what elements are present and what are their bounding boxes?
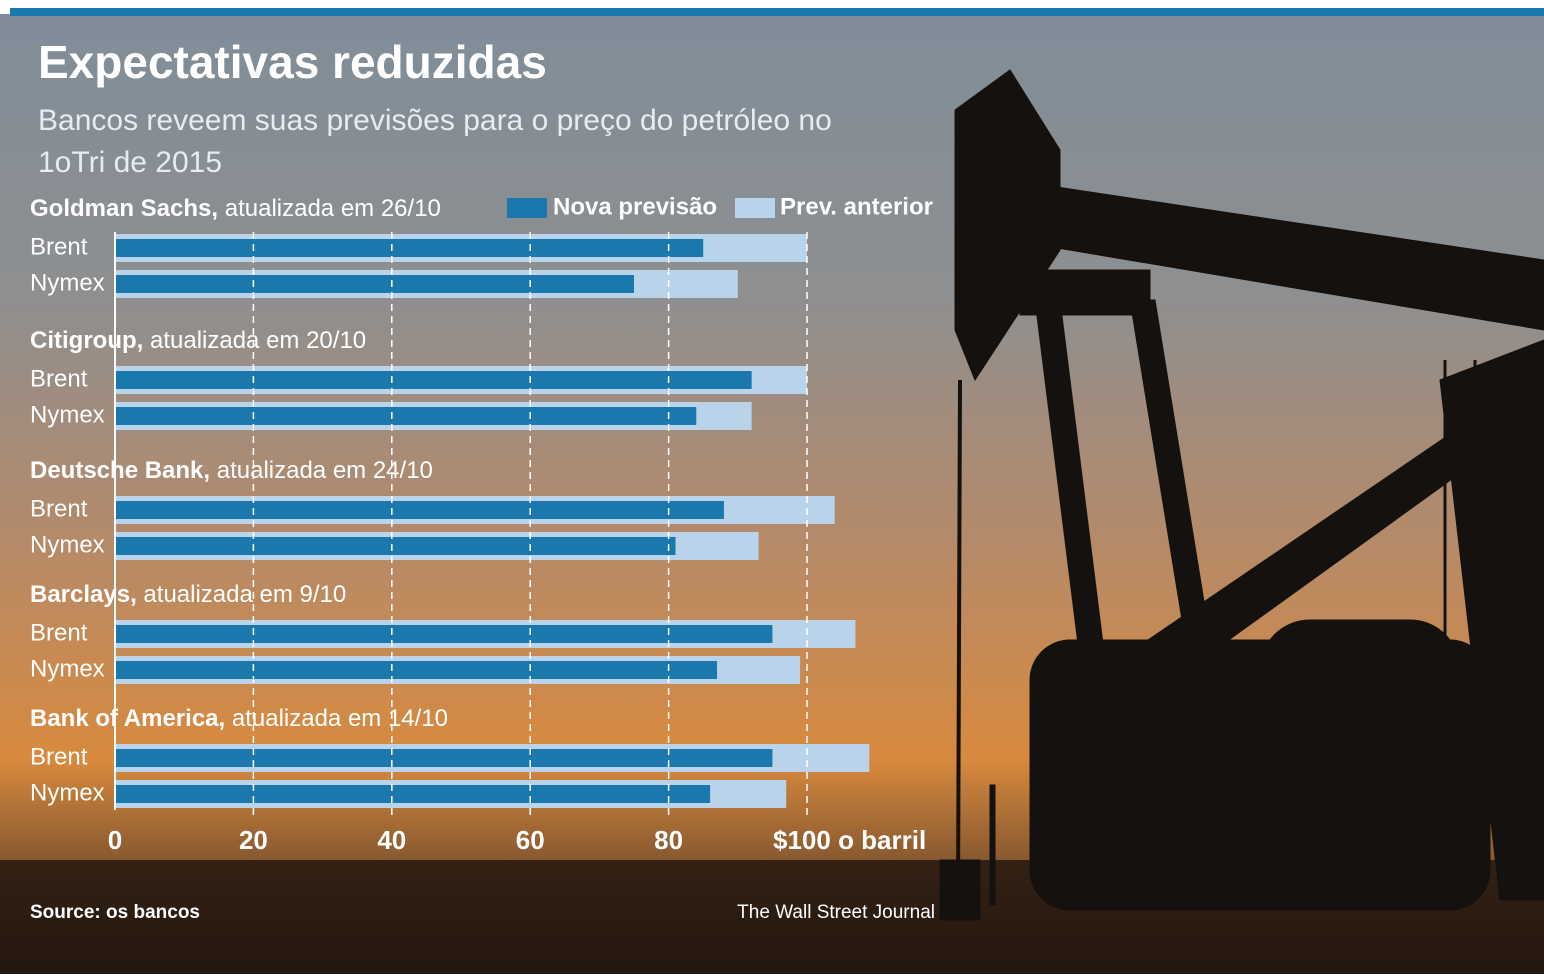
- x-tick-label: 80: [654, 825, 683, 855]
- group-note: atualizada em 20/10: [150, 327, 366, 354]
- category-label: Nymex: [30, 269, 105, 296]
- x-tick-label: 0: [108, 825, 122, 855]
- category-label: Nymex: [30, 779, 105, 806]
- top-rule: [10, 8, 1544, 16]
- chart-subtitle: Bancos reveem suas previsões para o preç…: [38, 100, 878, 184]
- category-label: Brent: [30, 743, 88, 770]
- x-tick-label: 60: [516, 825, 545, 855]
- credit: The Wall Street Journal: [737, 902, 935, 923]
- category-label: Brent: [30, 495, 88, 522]
- legend-swatch: [735, 198, 775, 218]
- category-label: Brent: [30, 365, 88, 392]
- group-name: Deutsche Bank,: [30, 457, 210, 484]
- bar: [115, 371, 752, 389]
- x-tick-label: $100 o barril: [773, 825, 926, 855]
- chart-title: Expectativas reduzidas: [38, 36, 547, 88]
- group-note: atualizada em 24/10: [217, 457, 433, 484]
- category-label: Brent: [30, 619, 88, 646]
- legend-label: Prev. anterior: [780, 193, 933, 220]
- category-label: Nymex: [30, 401, 105, 428]
- group-label: Bank of America, atualizada em 14/10: [30, 705, 448, 732]
- legend-label: Nova previsão: [553, 193, 717, 220]
- group-label: Citigroup, atualizada em 20/10: [30, 327, 366, 354]
- x-tick-label: 40: [377, 825, 406, 855]
- infographic: Expectativas reduzidas Bancos reveem sua…: [0, 0, 1544, 974]
- group-label: Barclays, atualizada em 9/10: [30, 581, 346, 608]
- group-note: atualizada em 9/10: [143, 581, 346, 608]
- bar: [115, 537, 676, 555]
- legend-swatch: [507, 198, 547, 218]
- group-name: Bank of America,: [30, 705, 225, 732]
- bar: [115, 239, 703, 257]
- group-label: Goldman Sachs, atualizada em 26/10: [30, 195, 441, 222]
- group-name: Citigroup,: [30, 327, 143, 354]
- bar: [115, 407, 696, 425]
- category-label: Nymex: [30, 531, 105, 558]
- subtitle-box: Bancos reveem suas previsões para o preç…: [38, 100, 878, 190]
- group-label: Deutsche Bank, atualizada em 24/10: [30, 457, 433, 484]
- bar: [115, 501, 724, 519]
- bar: [115, 749, 772, 767]
- category-label: Nymex: [30, 655, 105, 682]
- group-note: atualizada em 14/10: [232, 705, 448, 732]
- bar: [115, 625, 772, 643]
- group-name: Barclays,: [30, 581, 137, 608]
- bar: [115, 661, 717, 679]
- x-tick-label: 20: [239, 825, 268, 855]
- group-note: atualizada em 26/10: [225, 195, 441, 222]
- bar: [115, 275, 634, 293]
- category-label: Brent: [30, 233, 88, 260]
- bar: [115, 785, 710, 803]
- group-name: Goldman Sachs,: [30, 195, 218, 222]
- source: Source: os bancos: [30, 902, 200, 923]
